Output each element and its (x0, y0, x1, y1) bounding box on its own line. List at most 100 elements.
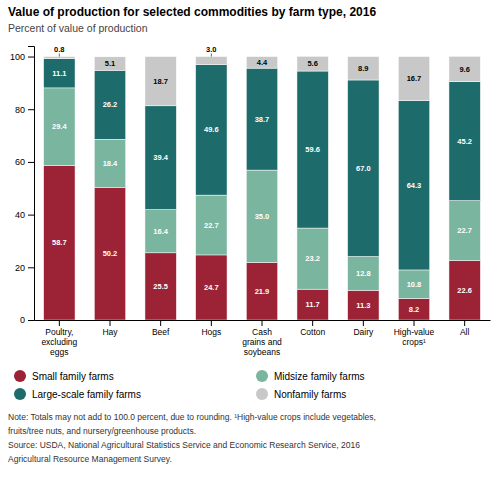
data-label: 50.2 (103, 249, 118, 258)
y-tick: 100 (10, 52, 34, 62)
bar-segment (449, 56, 480, 81)
bar-segment (44, 59, 75, 88)
legend-swatch (256, 388, 268, 400)
data-label: 12.8 (356, 269, 371, 278)
x-tick-mark (211, 320, 212, 326)
legend-label: Small family farms (32, 371, 114, 382)
data-label: 11.7 (306, 300, 320, 309)
data-label: 22.7 (457, 226, 472, 235)
x-tick-mark (110, 320, 111, 326)
x-tick: Poultry,excludingeggs (41, 320, 77, 357)
data-label: 0.8 (54, 45, 64, 54)
bar-segment (348, 257, 379, 291)
legend-swatch (14, 370, 26, 382)
data-label: 21.9 (255, 287, 270, 296)
x-tick: Beef (152, 320, 170, 337)
data-label: 5.1 (105, 59, 115, 68)
legend-label: Midsize family farms (274, 371, 365, 382)
data-label: 45.2 (457, 137, 472, 146)
y-tick: 80 (15, 105, 34, 115)
data-label: 26.2 (103, 100, 118, 109)
bar-segment (196, 195, 227, 255)
data-label: 64.3 (407, 181, 422, 190)
bar-segment (94, 70, 125, 139)
data-label: 11.1 (52, 69, 66, 78)
x-tick-label: Beef (152, 327, 170, 337)
y-tick: 60 (15, 157, 34, 167)
data-label: 35.0 (255, 212, 270, 221)
data-label: 59.6 (305, 145, 320, 154)
y-tick-mark (28, 162, 34, 163)
y-tick-label: 20 (15, 263, 25, 273)
bar-segment (297, 56, 328, 71)
bar-segment (94, 139, 125, 187)
x-tick-mark (464, 320, 465, 326)
bar-segment (398, 298, 429, 320)
data-label: 11.3 (356, 301, 370, 310)
y-tick-mark (28, 57, 34, 58)
y-tick-label: 0 (20, 315, 25, 325)
x-tick-mark (363, 320, 364, 326)
bar-segment (145, 106, 176, 210)
bar-segment (196, 64, 227, 195)
y-tick: 20 (15, 263, 34, 273)
data-label: 39.4 (153, 153, 168, 162)
x-tick: Hogs (201, 320, 221, 337)
y-tick: 0 (20, 315, 34, 325)
bar-segment (246, 170, 277, 262)
bar-segment (297, 289, 328, 320)
note: Agricultural Resource Management Survey. (8, 454, 172, 464)
legend-item: Small family farms (14, 370, 114, 382)
bar-segment (44, 88, 75, 165)
y-axis-line (28, 47, 35, 321)
y-tick-label: 80 (15, 105, 25, 115)
data-label: 24.7 (204, 283, 219, 292)
bar-segment (398, 101, 429, 270)
x-tick-mark (312, 320, 313, 326)
legend-swatch (14, 388, 26, 400)
bar-segment (348, 290, 379, 320)
bar-segment (196, 57, 227, 65)
bar-segment (44, 57, 75, 59)
note: fruits/tree nuts, and nursery/greenhouse… (8, 426, 196, 436)
legend: Small family farms Midsize family farms La… (14, 370, 365, 400)
bar-segment (348, 57, 379, 80)
bar-segment (348, 80, 379, 257)
data-label: 23.2 (305, 254, 320, 263)
label-leader (211, 54, 212, 57)
y-tick-label: 60 (15, 157, 25, 167)
data-label: 29.4 (52, 122, 67, 131)
data-label: 8.2 (409, 305, 419, 314)
x-tick-label: Cashgrains andsoybeans (242, 327, 282, 357)
legend-label: Nonfamily farms (274, 389, 346, 400)
bar-segment (449, 82, 480, 201)
label-leader (59, 54, 60, 57)
x-tick-label: All (460, 327, 470, 337)
title: Value of production for selected commodi… (8, 5, 376, 19)
x-tick: Dairy (353, 320, 374, 337)
x-tick: High-valuecrops¹ (394, 320, 435, 347)
y-tick-mark (28, 109, 34, 110)
data-label: 58.7 (52, 238, 67, 247)
legend-swatch (256, 370, 268, 382)
legend-item: Large-scale family farms (14, 388, 141, 400)
y-tick-mark (28, 215, 34, 216)
x-tick-label: High-valuecrops¹ (394, 327, 435, 347)
y-axis: 020406080100 (10, 47, 35, 326)
bars (44, 56, 481, 320)
bar-segment (398, 270, 429, 298)
x-tick-label: Hay (102, 327, 118, 337)
data-label: 22.6 (457, 286, 472, 295)
data-label: 38.7 (255, 115, 270, 124)
bar-segment (246, 68, 277, 170)
bar-segment (145, 210, 176, 253)
notes: Note: Totals may not add to 100.0 percen… (8, 412, 376, 464)
note: Source: USDA, National Agricultural Stat… (8, 440, 360, 450)
x-tick-label: Poultry,excludingeggs (41, 327, 77, 357)
data-label: 16.4 (153, 227, 168, 236)
legend-label: Large-scale family farms (32, 389, 141, 400)
bar-segment (94, 57, 125, 70)
y-tick-label: 100 (10, 52, 25, 62)
data-label: 4.4 (257, 58, 268, 67)
x-tick-mark (414, 320, 415, 326)
